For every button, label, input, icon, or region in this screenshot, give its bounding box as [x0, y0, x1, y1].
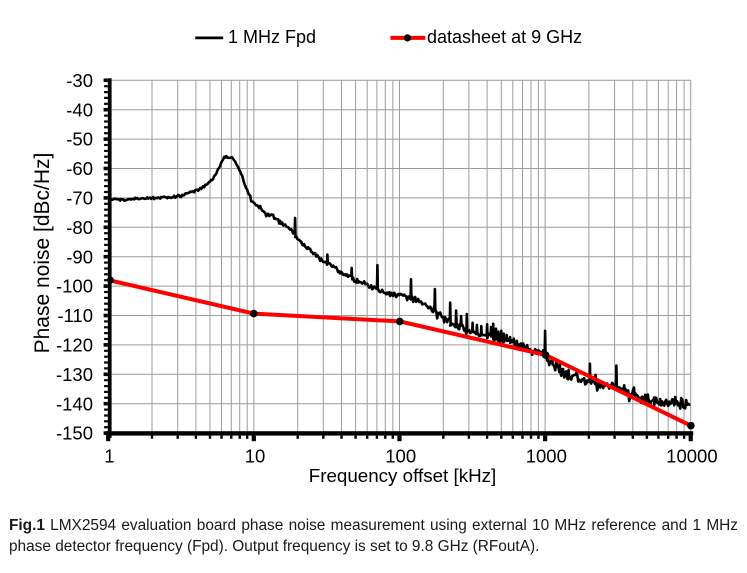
svg-text:-150: -150 [56, 423, 93, 444]
svg-text:-100: -100 [56, 276, 93, 297]
svg-text:-40: -40 [66, 99, 93, 120]
svg-text:datasheet at 9 GHz: datasheet at 9 GHz [427, 27, 582, 47]
svg-text:-50: -50 [66, 129, 93, 150]
svg-text:-130: -130 [56, 364, 93, 385]
svg-text:-80: -80 [66, 217, 93, 238]
svg-text:1000: 1000 [526, 446, 567, 467]
svg-text:-70: -70 [66, 188, 93, 209]
svg-text:1: 1 [104, 446, 114, 467]
svg-text:Frequency offset [kHz]: Frequency offset [kHz] [309, 465, 497, 486]
svg-text:-140: -140 [56, 393, 93, 414]
svg-text:-60: -60 [66, 158, 93, 179]
svg-text:-90: -90 [66, 246, 93, 267]
svg-text:-30: -30 [66, 70, 93, 91]
svg-text:10: 10 [245, 446, 266, 467]
svg-text:-110: -110 [57, 305, 93, 326]
svg-text:10000: 10000 [666, 446, 717, 467]
svg-text:-120: -120 [56, 335, 93, 356]
svg-text:100: 100 [385, 446, 416, 467]
svg-text:1 MHz Fpd: 1 MHz Fpd [228, 27, 316, 47]
svg-text:Phase noise [dBc/Hz]: Phase noise [dBc/Hz] [31, 153, 54, 354]
